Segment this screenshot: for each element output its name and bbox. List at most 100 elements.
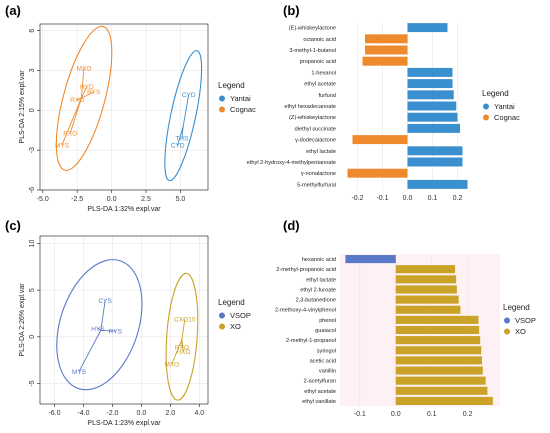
category-label: 2-methyl-propanoic acid	[276, 267, 336, 273]
x-tick-label: 0.2	[463, 411, 473, 418]
y-tick-label: 10	[29, 239, 36, 247]
legend-item-label: XO	[230, 322, 241, 331]
legend-marker-vsop	[219, 312, 225, 319]
category-label: 2-methyl-1-propanol	[286, 338, 336, 344]
category-label: ethyl 2-hydroxy-4-methylpentanoate	[247, 160, 336, 166]
bar	[407, 90, 454, 100]
sample-label: CXO10	[174, 317, 196, 324]
plot-frame	[39, 23, 209, 191]
x-tick-label: -0.2	[351, 195, 363, 202]
legend-item-label: VSOP	[515, 316, 536, 325]
sample-label: RXO	[63, 130, 77, 137]
bar	[395, 305, 461, 314]
centroid-spoke	[181, 339, 184, 352]
legend-marker-cognac	[219, 106, 225, 113]
x-tick-label: -0.1	[354, 411, 366, 418]
legend: Legend Yantai Cognac	[218, 81, 256, 114]
centroid-spoke	[182, 94, 190, 127]
sample-label: HYS	[91, 326, 105, 333]
category-label: ethyl vanillate	[302, 399, 336, 405]
category-label: hexanoic acid	[302, 257, 336, 263]
sample-label: HYD	[80, 84, 94, 91]
category-label: ethyl acetate	[304, 389, 336, 395]
confidence-ellipse-xo	[165, 272, 199, 401]
sample-label: MXO	[164, 361, 179, 368]
bar	[407, 79, 453, 89]
x-tick-label: -5.0	[37, 196, 49, 203]
legend-item-label: Cognac	[230, 105, 256, 114]
confidence-ellipse-cognac	[55, 25, 113, 171]
category-label: syringol	[317, 348, 336, 354]
category-label: diethyl succinate	[295, 126, 336, 132]
category-label: (Z)-whiskeylactone	[289, 115, 336, 121]
y-tick-label: -6	[29, 187, 36, 193]
category-label: γ-dodecalactone	[295, 138, 336, 144]
bar	[395, 336, 481, 345]
bar	[395, 376, 486, 385]
y-tick-label: 3	[29, 68, 36, 72]
centroid-spoke	[171, 339, 183, 365]
legend-marker-yantai	[483, 103, 489, 110]
bar	[395, 386, 488, 395]
x-tick-label: 5.0	[176, 196, 186, 203]
legend-item-label: VSOP	[230, 311, 251, 320]
confidence-ellipse-vsop	[56, 259, 143, 391]
sample-label: RYS	[109, 329, 123, 336]
bar	[407, 101, 457, 111]
category-label: 3-methyl-1-butanol	[289, 48, 336, 54]
legend-item-label: Yantai	[494, 102, 515, 111]
legend-title: Legend	[218, 81, 245, 90]
legend-marker-cognac	[483, 114, 489, 121]
sample-label: THS	[175, 136, 189, 143]
y-tick-label: 0	[29, 108, 36, 112]
bar	[395, 356, 483, 365]
centroid-spoke	[181, 319, 186, 340]
panel-label-a: (a)	[5, 3, 21, 18]
x-tick-label: 0.0	[107, 196, 117, 203]
category-label: (E)-whiskeylactone	[289, 26, 336, 32]
y-tick-label: -3	[29, 147, 36, 153]
bar	[407, 157, 463, 167]
x-tick-label: 0.0	[403, 195, 413, 202]
legend-marker-xo	[504, 328, 510, 335]
centroid-spoke	[61, 98, 82, 146]
x-tick-label: 2.0	[165, 410, 175, 417]
category-label: propanoic acid	[300, 59, 336, 65]
chart-b-loadings-yantai-cognac: (E)-whiskeylactone octanoic acid 3-methyl-…	[247, 22, 520, 202]
confidence-ellipse-yantai	[164, 50, 203, 182]
bar	[395, 265, 456, 274]
x-tick-label: 0.1	[427, 411, 437, 418]
plot-frame	[39, 235, 209, 405]
legend-item-label: XO	[515, 327, 526, 336]
centroid-spoke	[80, 67, 85, 99]
chart-d-loadings-vsop-xo: hexanoic acid 2-methyl-propanoic acid ethy…	[275, 254, 536, 418]
bar	[365, 45, 408, 55]
panel-label-b: (b)	[283, 3, 300, 18]
category-label: 2-acetylfuran	[304, 379, 336, 385]
bar	[395, 275, 457, 284]
legend: Legend VSOP XO	[503, 303, 536, 336]
category-label: guaiacol	[315, 328, 336, 334]
x-axis-label: PLS-DA 1:23% expl.var	[87, 420, 161, 427]
y-tick-label: 5	[29, 288, 36, 292]
x-tick-label: -4.0	[77, 410, 89, 417]
bar	[395, 346, 482, 355]
category-label: ethyl hexadecanoate	[284, 104, 336, 110]
category-label: 1-hexanol	[311, 70, 336, 76]
x-tick-label: -2.5	[71, 196, 83, 203]
x-axis-label: PLS-DA 1:32% expl.var	[87, 206, 161, 213]
centroid-spoke	[81, 91, 94, 99]
category-label: ethyl acetate	[304, 82, 336, 88]
x-tick-label: 2.5	[141, 196, 151, 203]
sample-label: MYS	[55, 142, 70, 149]
sample-label: RXO	[70, 97, 84, 104]
bar	[395, 295, 459, 304]
legend-marker-xo	[219, 323, 225, 330]
bar	[407, 23, 448, 33]
centroid-spoke	[100, 329, 116, 332]
category-label: furfural	[319, 93, 336, 99]
bar	[347, 168, 408, 178]
category-label: phenol	[319, 318, 336, 324]
sample-label: MYS	[72, 369, 87, 376]
